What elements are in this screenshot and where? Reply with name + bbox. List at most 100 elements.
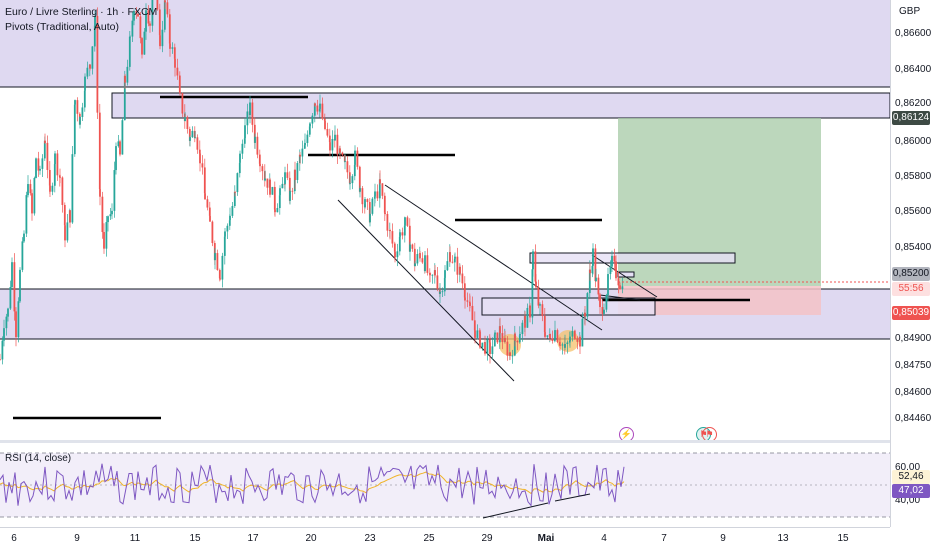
price-tick: 0,86600	[895, 28, 932, 39]
candle-body	[117, 141, 120, 147]
candle-body	[516, 340, 519, 343]
rsi-legend[interactable]: RSI (14, close)	[5, 453, 72, 464]
candle-body	[209, 215, 211, 222]
candle-body	[494, 332, 496, 335]
candle-body	[399, 232, 401, 237]
candle-body	[135, 11, 138, 14]
candle-body	[599, 294, 601, 308]
candle-body	[537, 287, 540, 306]
candle-body	[396, 251, 399, 258]
candle-body	[63, 204, 66, 226]
candle-body	[481, 342, 484, 348]
candle-body	[615, 261, 617, 279]
rsi-pane[interactable]	[0, 443, 890, 527]
chart-legend: Euro / Livre Sterling · 1h · FXCM Pivots…	[5, 5, 157, 35]
candle-body	[383, 195, 386, 213]
candle-body	[41, 158, 44, 169]
candle-body	[386, 213, 389, 231]
candle-body	[226, 225, 229, 232]
price-tick: 0,84900	[895, 333, 932, 344]
consolidation-box-3[interactable]	[617, 271, 635, 278]
candle-body	[9, 287, 12, 309]
candle-body	[61, 177, 64, 205]
target-price-tag[interactable]: 0,86124	[892, 111, 930, 125]
candle-body	[107, 216, 109, 223]
candle-body	[603, 309, 605, 314]
candle-body	[199, 153, 201, 164]
candle-body	[554, 330, 556, 340]
candle-body	[611, 255, 613, 267]
candle-body	[589, 269, 591, 274]
stop-price-tag[interactable]: 0,85039	[892, 306, 930, 320]
candle-body	[274, 209, 276, 213]
candle-body	[198, 149, 201, 154]
candle-body	[534, 251, 537, 282]
price-tick: 0,86400	[895, 64, 932, 75]
candle-body	[404, 217, 406, 226]
rsi-divergence-line-1[interactable]	[482, 502, 549, 519]
time-tick: 9	[720, 533, 726, 544]
candle-body	[519, 334, 521, 336]
candle-body	[326, 129, 329, 136]
countdown-tag[interactable]: 55:56	[892, 282, 930, 296]
indicator-label[interactable]: Pivots (Traditional, Auto)	[5, 21, 119, 33]
wedge-upper-line[interactable]	[384, 184, 603, 331]
time-tick: 15	[837, 533, 849, 544]
price-chart-pane[interactable]	[0, 0, 890, 440]
consolidation-box-2[interactable]	[481, 297, 656, 316]
candle-body	[453, 258, 456, 263]
candle-body	[309, 123, 311, 127]
price-tick: 0,85600	[895, 206, 932, 217]
candle-body	[461, 273, 464, 284]
candle-body	[443, 277, 446, 292]
candle-body	[94, 16, 96, 26]
candle-body	[69, 210, 71, 223]
candle-body	[231, 206, 234, 216]
candle-body	[369, 213, 371, 223]
candle-body	[544, 332, 546, 337]
candle-body	[91, 46, 94, 69]
pane-divider[interactable]	[0, 440, 932, 443]
candle-body	[361, 188, 364, 205]
candle-body	[276, 208, 279, 213]
candle-body	[323, 118, 326, 121]
candle-body	[56, 153, 59, 176]
candle-body	[353, 164, 356, 177]
candle-body	[261, 166, 264, 172]
candle-body	[15, 311, 17, 338]
time-axis[interactable]: 6 9 11 15 17 20 23 25 29 Mai 4 7 9 13 15	[0, 527, 890, 550]
candle-body	[466, 300, 469, 302]
candle-body	[168, 14, 171, 44]
symbol-title[interactable]: Euro / Livre Sterling · 1h · FXCM	[5, 6, 158, 18]
candle-body	[524, 315, 526, 328]
currency-label[interactable]: GBP	[899, 6, 921, 17]
candle-body	[266, 178, 269, 188]
candle-body	[139, 16, 142, 39]
candle-body	[316, 105, 319, 112]
consolidation-box-1[interactable]	[529, 252, 736, 264]
candle-body	[271, 186, 274, 195]
candle-body	[98, 112, 101, 190]
candle-body	[121, 120, 124, 155]
rsi-ma-value-tag[interactable]: 47,02	[892, 484, 930, 498]
time-tick: 7	[661, 533, 667, 544]
candle-body	[504, 337, 506, 342]
candle-body	[229, 215, 231, 221]
candle-body	[431, 274, 434, 276]
candle-body	[176, 67, 179, 76]
candle-body	[564, 344, 566, 348]
candle-body	[571, 330, 574, 337]
candle-body	[436, 275, 439, 289]
candle-body	[89, 64, 91, 69]
candle-body	[186, 117, 189, 129]
price-axis[interactable]: GBP 0,86600 0,86400 0,86200 0,86000 0,85…	[890, 0, 932, 527]
rsi-value-tag[interactable]: 52,46	[892, 470, 930, 484]
rsi-divergence-line-2[interactable]	[554, 493, 591, 502]
candle-body	[376, 191, 379, 199]
candle-body	[236, 173, 239, 193]
last-price-tag[interactable]: 0,85200	[892, 267, 930, 281]
candle-body	[474, 330, 476, 338]
candle-body	[426, 255, 429, 273]
candle-body	[509, 352, 511, 356]
small-wedge-upper[interactable]	[591, 254, 658, 298]
